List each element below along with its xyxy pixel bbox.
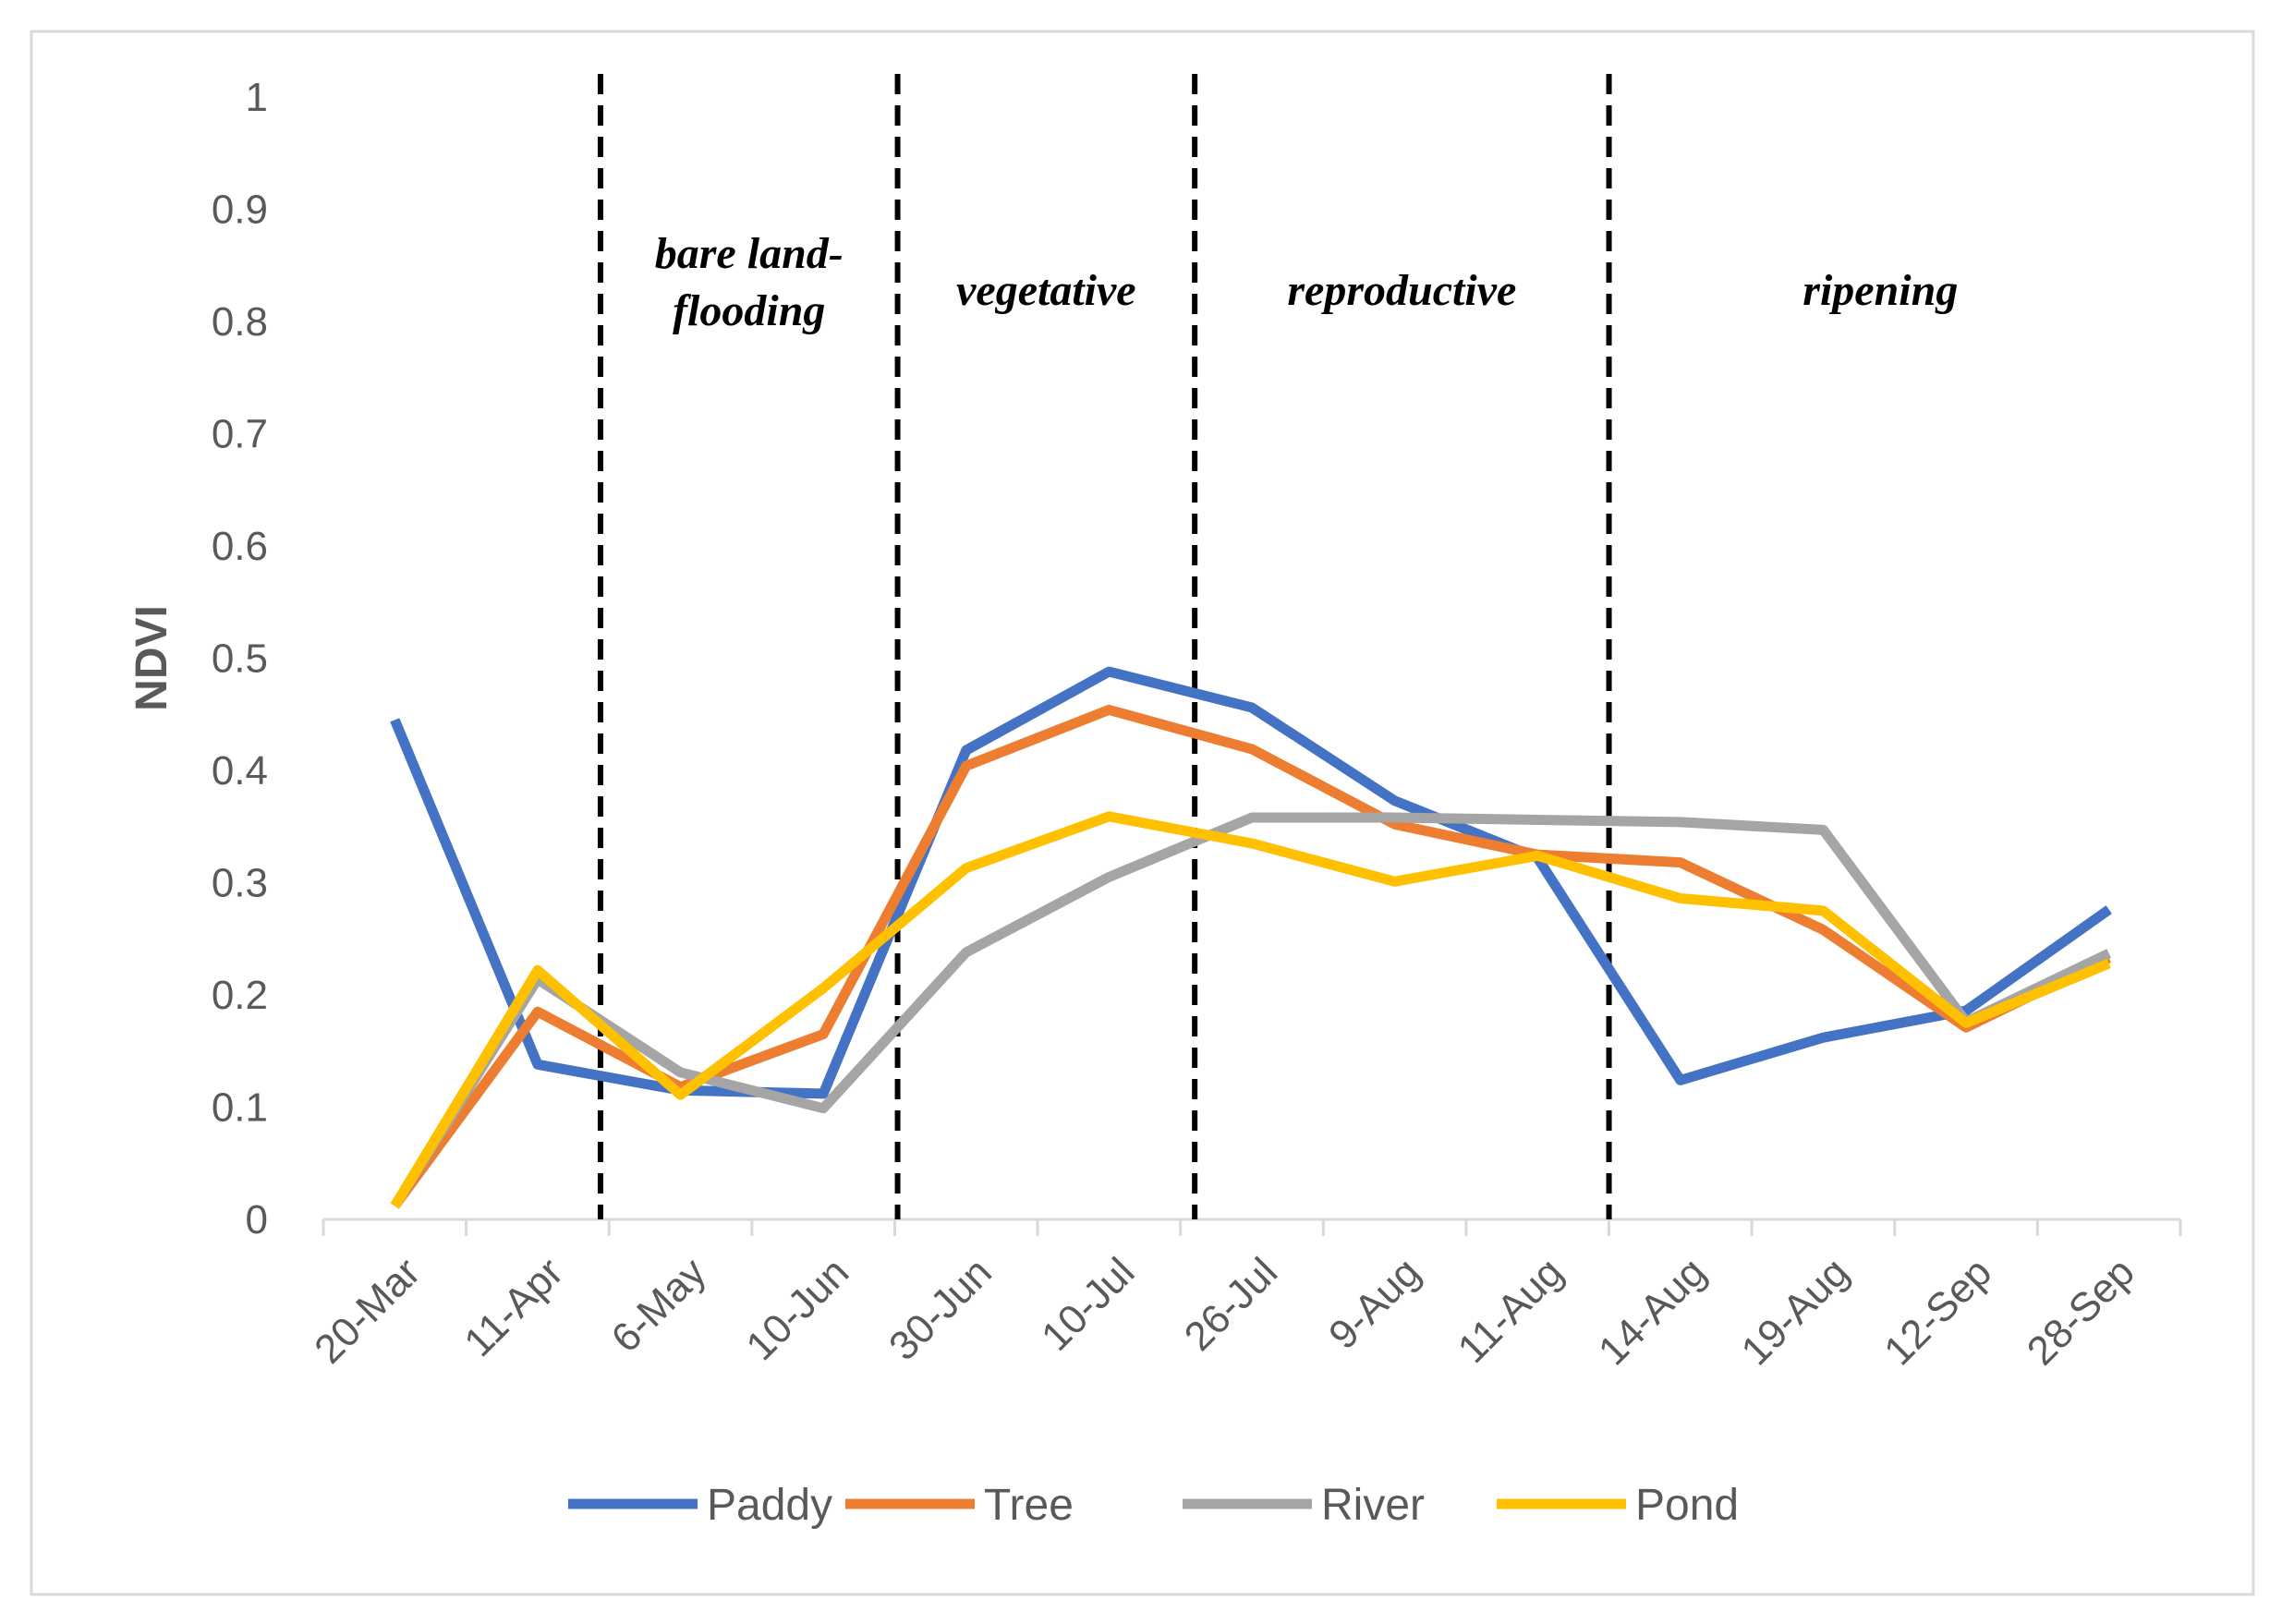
y-tick-label: 0.6 xyxy=(212,524,268,569)
y-tick-label: 0 xyxy=(246,1197,268,1242)
x-tick-label: 28-Sep xyxy=(2019,1249,2143,1374)
y-tick-label: 0.9 xyxy=(212,188,268,233)
y-axis-title: NDVI xyxy=(127,605,176,711)
x-tick-label: 10-Jun xyxy=(737,1249,857,1369)
phase-label: flooding xyxy=(673,286,825,335)
y-tick-label: 0.1 xyxy=(212,1085,268,1131)
x-tick-label: 6-May xyxy=(603,1249,715,1361)
x-tick-label: 9-Aug xyxy=(1320,1249,1429,1358)
legend: Paddy Tree River Pond xyxy=(568,1481,1739,1530)
y-tick-label: 0.3 xyxy=(212,861,268,906)
chart-frame xyxy=(30,30,2255,1596)
phase-label: vegetative xyxy=(956,266,1136,315)
x-tick-label: 11-Aug xyxy=(1450,1249,1572,1372)
series-group xyxy=(390,666,2112,1209)
phase-label: ripening xyxy=(1803,266,1958,315)
x-tick-label: 30-Jun xyxy=(880,1249,1001,1369)
series-line-pond xyxy=(390,811,2111,1209)
x-tick-label: 12-Sep xyxy=(1875,1249,2000,1374)
legend-label-river: River xyxy=(1321,1481,1425,1530)
phase-label: reproductive xyxy=(1287,266,1516,315)
legend-label-tree: Tree xyxy=(984,1481,1074,1530)
x-tick-label: 20-Mar xyxy=(306,1249,429,1372)
x-tick-label: 26-Jul xyxy=(1176,1249,1286,1359)
x-axis: 20-Mar 11-Apr 6-May 10-Jun 30-Jun 10-Jul 26-Ju… xyxy=(306,1218,2182,1374)
y-tick-label: 0.2 xyxy=(212,973,268,1018)
x-tick-label: 10-Jul xyxy=(1033,1249,1143,1359)
y-tick-label: 1 xyxy=(246,75,268,120)
phase-labels: bare land-flooding vegetative reproductive… xyxy=(655,229,1959,335)
x-tick-label: 11-Apr xyxy=(455,1249,572,1365)
series-line-river xyxy=(390,812,2112,1209)
y-tick-label: 0.8 xyxy=(212,299,268,345)
y-axis: 0 0.1 0.2 0.3 0.4 0.5 0.6 0.7 0.8 0.9 1 xyxy=(212,75,268,1242)
phase-label: bare land- xyxy=(655,229,844,278)
x-tick-label: 14-Aug xyxy=(1590,1249,1715,1374)
x-tick-label: 19-Aug xyxy=(1733,1249,1858,1374)
legend-label-pond: Pond xyxy=(1635,1481,1739,1530)
y-tick-label: 0.7 xyxy=(212,412,268,457)
series-line-paddy xyxy=(390,666,2112,1099)
legend-label-paddy: Paddy xyxy=(707,1481,832,1530)
series-line-tree xyxy=(390,704,2112,1209)
y-tick-label: 0.4 xyxy=(212,748,268,794)
y-tick-label: 0.5 xyxy=(212,636,268,682)
